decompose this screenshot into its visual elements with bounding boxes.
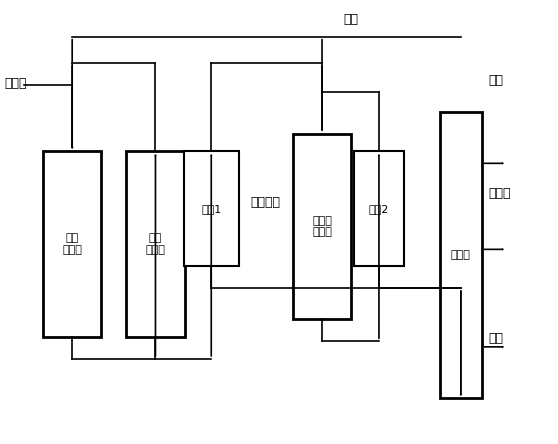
FancyBboxPatch shape (440, 112, 482, 398)
Text: 高温
反应区: 高温 反应区 (146, 233, 165, 255)
Text: 第二段
反应区: 第二段 反应区 (312, 216, 332, 237)
FancyBboxPatch shape (43, 151, 102, 337)
FancyBboxPatch shape (184, 151, 239, 266)
Text: 新氢: 新氢 (344, 13, 359, 26)
FancyBboxPatch shape (293, 134, 351, 319)
Text: 石脑油: 石脑油 (489, 187, 511, 200)
Text: 高分2: 高分2 (369, 204, 389, 214)
FancyBboxPatch shape (354, 151, 404, 266)
Text: 高分1: 高分1 (201, 204, 222, 214)
FancyBboxPatch shape (126, 151, 185, 337)
Text: 柴油: 柴油 (489, 333, 504, 345)
Text: 气体: 气体 (489, 74, 504, 87)
Text: 分馏塔: 分馏塔 (451, 250, 471, 260)
Text: 低温
反应区: 低温 反应区 (62, 233, 82, 255)
Text: 含硫物质: 含硫物质 (250, 196, 280, 209)
Text: 原料油: 原料油 (4, 76, 27, 90)
